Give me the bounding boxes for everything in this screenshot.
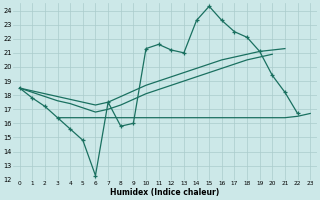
- X-axis label: Humidex (Indice chaleur): Humidex (Indice chaleur): [110, 188, 220, 197]
